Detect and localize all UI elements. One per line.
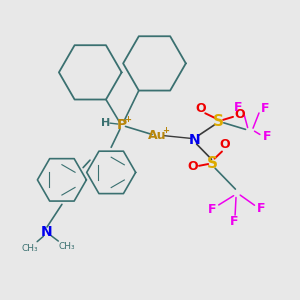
Text: F: F [230,215,239,228]
Text: O: O [187,160,198,173]
Text: S: S [207,156,218,171]
Text: N: N [189,133,201,146]
Text: F: F [261,102,270,115]
Text: P: P [116,118,127,132]
Text: F: F [208,202,216,216]
Text: Au: Au [148,129,167,142]
Text: H: H [101,118,111,128]
Text: CH₃: CH₃ [58,242,75,251]
Text: O: O [234,108,245,121]
Text: O: O [195,102,206,115]
Text: F: F [234,101,242,114]
Text: F: F [257,202,265,215]
Text: N: N [41,225,53,239]
Text: CH₃: CH₃ [22,244,38,253]
Text: +: + [162,126,169,135]
Text: O: O [219,138,230,152]
Text: S: S [213,114,224,129]
Text: +: + [124,115,131,124]
Text: F: F [263,130,272,143]
